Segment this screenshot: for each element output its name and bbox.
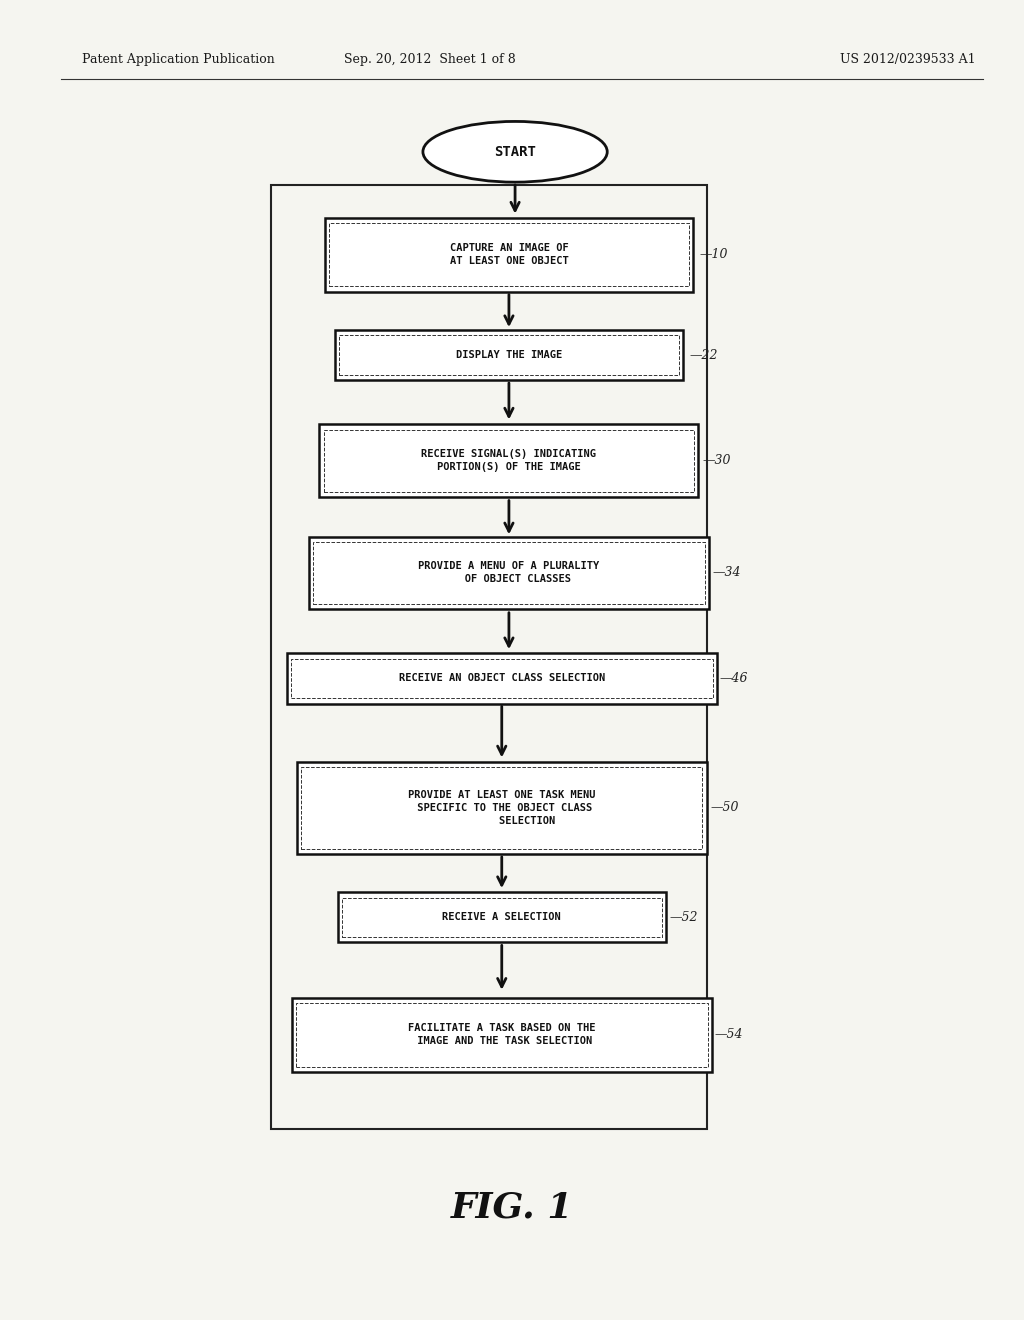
FancyBboxPatch shape (309, 536, 709, 610)
Ellipse shape (423, 121, 607, 182)
Text: —54: —54 (715, 1028, 743, 1041)
Text: —22: —22 (689, 348, 718, 362)
Text: US 2012/0239533 A1: US 2012/0239533 A1 (840, 53, 975, 66)
Text: RECEIVE A SELECTION: RECEIVE A SELECTION (442, 912, 561, 923)
Text: —46: —46 (720, 672, 749, 685)
Text: FIG. 1: FIG. 1 (451, 1191, 573, 1225)
Text: RECEIVE AN OBJECT CLASS SELECTION: RECEIVE AN OBJECT CLASS SELECTION (398, 673, 605, 684)
Text: —30: —30 (702, 454, 731, 467)
Text: FACILITATE A TASK BASED ON THE
 IMAGE AND THE TASK SELECTION: FACILITATE A TASK BASED ON THE IMAGE AND… (408, 1023, 596, 1047)
Text: CAPTURE AN IMAGE OF
AT LEAST ONE OBJECT: CAPTURE AN IMAGE OF AT LEAST ONE OBJECT (450, 243, 568, 267)
Text: —10: —10 (699, 248, 728, 261)
Text: Patent Application Publication: Patent Application Publication (82, 53, 274, 66)
FancyBboxPatch shape (319, 424, 698, 496)
Text: START: START (495, 145, 536, 158)
Text: RECEIVE SIGNAL(S) INDICATING
PORTION(S) OF THE IMAGE: RECEIVE SIGNAL(S) INDICATING PORTION(S) … (422, 449, 596, 473)
Text: —50: —50 (711, 801, 739, 814)
FancyBboxPatch shape (287, 653, 717, 704)
Text: —52: —52 (670, 911, 698, 924)
Text: DISPLAY THE IMAGE: DISPLAY THE IMAGE (456, 350, 562, 360)
FancyBboxPatch shape (325, 218, 693, 292)
FancyBboxPatch shape (292, 998, 712, 1072)
FancyBboxPatch shape (297, 762, 707, 854)
Text: PROVIDE A MENU OF A PLURALITY
   OF OBJECT CLASSES: PROVIDE A MENU OF A PLURALITY OF OBJECT … (418, 561, 600, 585)
Text: PROVIDE AT LEAST ONE TASK MENU
 SPECIFIC TO THE OBJECT CLASS
        SELECTION: PROVIDE AT LEAST ONE TASK MENU SPECIFIC … (408, 789, 596, 826)
Bar (271, 185, 707, 1129)
Text: Sep. 20, 2012  Sheet 1 of 8: Sep. 20, 2012 Sheet 1 of 8 (344, 53, 516, 66)
Text: —34: —34 (713, 566, 741, 579)
FancyBboxPatch shape (335, 330, 683, 380)
FancyBboxPatch shape (338, 892, 666, 942)
